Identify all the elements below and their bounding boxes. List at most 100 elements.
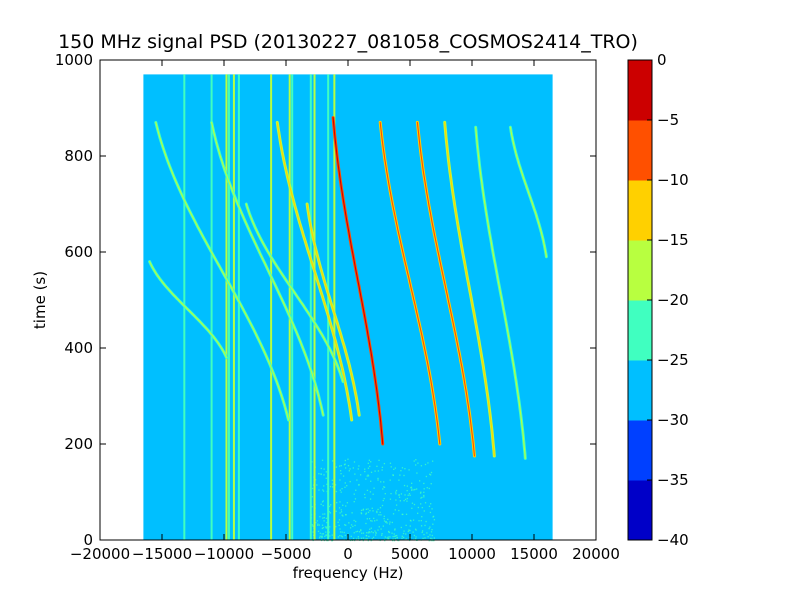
noise-speck: [428, 487, 430, 490]
noise-speck: [408, 493, 411, 495]
noise-speck: [364, 468, 366, 470]
noise-speck: [394, 538, 397, 540]
noise-speck: [358, 531, 361, 533]
noise-speck: [413, 534, 416, 537]
noise-speck: [325, 517, 328, 520]
colorbar-tick-label: −5: [657, 111, 679, 129]
noise-speck: [360, 512, 362, 514]
y-axis-label: time (s): [31, 271, 49, 329]
noise-speck: [427, 536, 429, 538]
noise-speck: [416, 472, 418, 474]
noise-speck: [418, 480, 421, 482]
doppler-curve-core: [306, 203, 360, 416]
noise-speck: [415, 529, 417, 531]
noise-speck: [364, 496, 366, 499]
noise-speck: [383, 517, 385, 520]
colorbar-tick-label: −30: [657, 411, 689, 429]
noise-speck: [367, 508, 369, 510]
noise-speck: [389, 462, 392, 464]
noise-speck: [401, 537, 403, 539]
noise-speck: [417, 506, 420, 509]
noise-speck: [351, 512, 353, 514]
noise-speck: [394, 529, 396, 531]
noise-speck: [395, 493, 397, 495]
doppler-curve-core: [475, 126, 526, 459]
noise-speck: [413, 460, 415, 462]
y-tick-label: 1000: [55, 51, 93, 69]
doppler-curve-core: [276, 121, 353, 421]
noise-speck: [367, 532, 370, 534]
noise-speck: [427, 462, 429, 464]
noise-speck: [322, 513, 324, 515]
noise-speck: [422, 537, 424, 540]
noise-speck: [370, 520, 372, 522]
noise-speck: [382, 525, 385, 527]
noise-speck: [311, 524, 313, 526]
noise-speck: [339, 470, 342, 472]
noise-speck: [426, 487, 428, 489]
noise-speck: [395, 489, 398, 492]
noise-speck: [323, 520, 325, 522]
noise-speck: [384, 539, 386, 542]
noise-speck: [370, 531, 373, 533]
noise-speck: [428, 505, 431, 508]
noise-speck: [423, 510, 425, 512]
noise-speck: [345, 524, 347, 526]
noise-speck: [372, 531, 374, 534]
noise-speck: [389, 521, 391, 523]
noise-speck: [358, 484, 360, 486]
colorbar-tick-label: −25: [657, 351, 689, 369]
noise-speck: [413, 489, 415, 491]
colorbar-segment: [628, 480, 652, 541]
noise-speck: [355, 520, 357, 523]
noise-speck: [340, 509, 342, 511]
noise-speck: [379, 511, 381, 514]
noise-speck: [316, 484, 318, 486]
noise-speck: [339, 512, 341, 514]
noise-speck: [365, 522, 367, 525]
noise-speck: [405, 538, 408, 540]
noise-speck: [340, 535, 343, 537]
noise-speck: [430, 471, 433, 474]
noise-speck: [320, 467, 322, 470]
noise-speck: [392, 538, 394, 541]
colorbar-tick-label: −35: [657, 471, 689, 489]
noise-speck: [311, 461, 313, 463]
noise-speck: [398, 494, 400, 496]
noise-speck: [361, 532, 363, 534]
x-axis-label: frequency (Hz): [293, 564, 404, 582]
noise-speck: [409, 519, 412, 522]
noise-speck: [321, 524, 324, 526]
noise-speck: [311, 506, 313, 508]
noise-speck: [344, 534, 346, 537]
noise-speck: [366, 475, 368, 477]
noise-speck: [381, 533, 383, 535]
noise-speck: [411, 482, 413, 484]
noise-speck: [344, 467, 347, 469]
noise-speck: [337, 521, 339, 523]
noise-speck: [343, 531, 345, 534]
noise-speck: [367, 475, 370, 477]
noise-speck: [420, 503, 422, 505]
noise-speck: [388, 531, 391, 534]
noise-speck: [432, 515, 435, 518]
noise-speck: [432, 539, 434, 542]
noise-speck: [402, 532, 405, 535]
noise-speck: [316, 520, 319, 522]
noise-speck: [429, 511, 432, 514]
noise-speck: [381, 534, 383, 536]
noise-speck: [354, 473, 356, 475]
colorbar-tick-label: −40: [657, 531, 689, 549]
noise-speck: [429, 534, 431, 536]
noise-speck: [360, 537, 363, 539]
noise-speck: [380, 528, 382, 530]
noise-speck: [323, 474, 325, 476]
noise-speck: [378, 459, 380, 462]
noise-speck: [366, 538, 368, 540]
noise-speck: [380, 481, 382, 483]
noise-speck: [339, 528, 341, 530]
noise-speck: [401, 467, 404, 469]
noise-speck: [319, 532, 321, 534]
noise-speck: [414, 528, 417, 530]
noise-speck: [341, 536, 344, 538]
